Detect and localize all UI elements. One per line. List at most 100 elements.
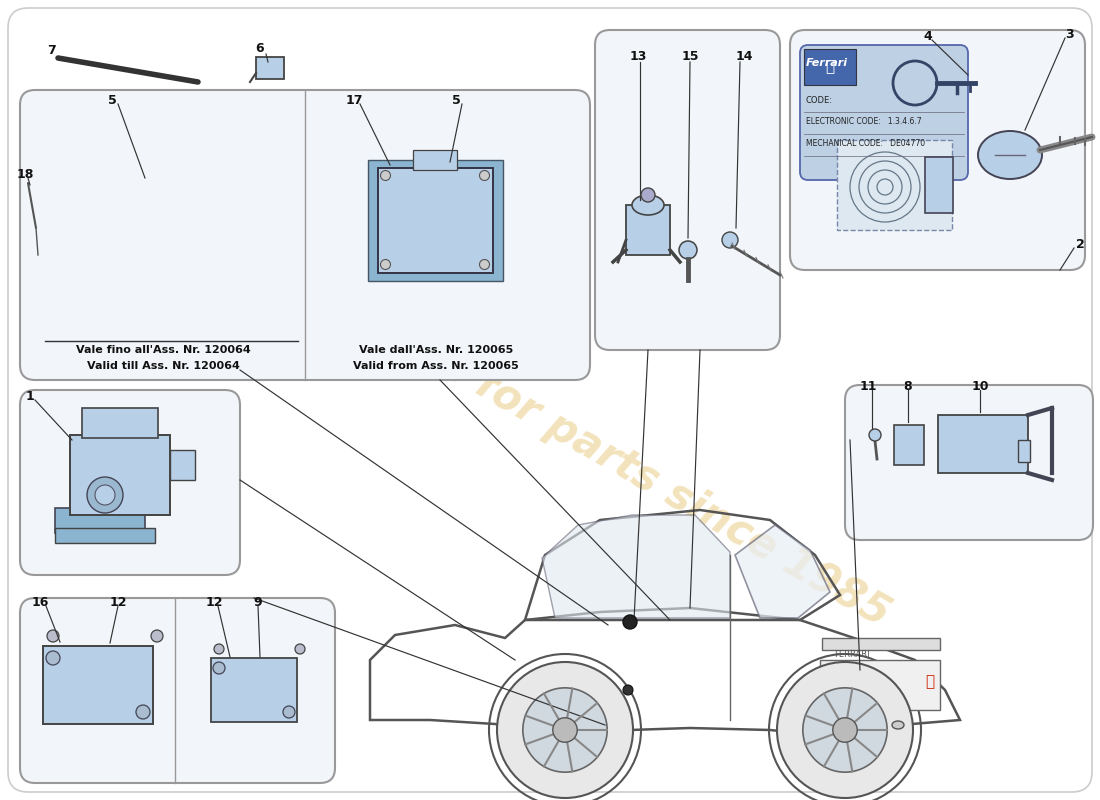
Bar — [179, 187, 219, 244]
Bar — [1018, 440, 1030, 462]
Polygon shape — [542, 515, 730, 618]
Text: 13: 13 — [629, 50, 647, 62]
Circle shape — [151, 630, 163, 642]
Circle shape — [480, 259, 490, 270]
Circle shape — [553, 718, 578, 742]
FancyBboxPatch shape — [845, 385, 1093, 540]
Bar — [894, 425, 924, 465]
Text: Valid till Ass. Nr. 120064: Valid till Ass. Nr. 120064 — [87, 361, 240, 371]
Circle shape — [623, 615, 637, 629]
Text: 5: 5 — [452, 94, 461, 106]
Text: 4: 4 — [924, 30, 933, 42]
Text: 12: 12 — [109, 595, 126, 609]
Circle shape — [497, 662, 632, 798]
Circle shape — [213, 662, 226, 674]
Circle shape — [480, 170, 490, 181]
Bar — [412, 150, 456, 170]
FancyBboxPatch shape — [595, 30, 780, 350]
Bar — [822, 638, 940, 650]
FancyBboxPatch shape — [20, 90, 590, 380]
Ellipse shape — [632, 195, 664, 215]
Circle shape — [833, 718, 857, 742]
Ellipse shape — [874, 721, 886, 729]
Bar — [367, 159, 503, 281]
Ellipse shape — [842, 721, 854, 729]
Circle shape — [214, 644, 224, 654]
Text: 🐴: 🐴 — [925, 674, 935, 690]
Bar — [97, 170, 239, 290]
Circle shape — [777, 662, 913, 798]
Circle shape — [295, 644, 305, 654]
Ellipse shape — [978, 131, 1042, 179]
Circle shape — [722, 232, 738, 248]
Circle shape — [803, 688, 888, 772]
Circle shape — [46, 651, 60, 665]
Circle shape — [95, 485, 116, 505]
Text: Vale dall'Ass. Nr. 120065: Vale dall'Ass. Nr. 120065 — [359, 345, 513, 355]
Ellipse shape — [824, 721, 836, 729]
FancyBboxPatch shape — [20, 598, 336, 783]
Text: Valid from Ass. Nr. 120065: Valid from Ass. Nr. 120065 — [353, 361, 519, 371]
Text: 15: 15 — [681, 50, 698, 62]
Text: MECHANICAL CODE:   DE04770: MECHANICAL CODE: DE04770 — [806, 139, 925, 148]
Bar — [211, 658, 297, 722]
Text: a passion for parts since 1985: a passion for parts since 1985 — [263, 245, 898, 635]
Text: 10: 10 — [971, 379, 989, 393]
Text: 8: 8 — [904, 379, 912, 393]
FancyBboxPatch shape — [790, 30, 1085, 270]
Text: ELECTRONIC CODE:   1.3.4.6.7: ELECTRONIC CODE: 1.3.4.6.7 — [806, 117, 922, 126]
Text: FERRARI: FERRARI — [834, 650, 870, 659]
Bar — [122, 206, 162, 262]
Bar — [820, 660, 940, 710]
Bar — [214, 185, 244, 220]
Circle shape — [623, 685, 632, 695]
Text: 18: 18 — [16, 167, 34, 181]
Bar — [170, 450, 195, 480]
Circle shape — [47, 630, 59, 642]
Bar — [925, 157, 953, 213]
Circle shape — [283, 706, 295, 718]
Bar — [70, 435, 170, 515]
Polygon shape — [735, 525, 830, 618]
Text: 7: 7 — [47, 43, 56, 57]
Text: 6: 6 — [255, 42, 264, 54]
Bar — [43, 646, 153, 724]
Text: 9: 9 — [254, 595, 262, 609]
Circle shape — [136, 705, 150, 719]
Bar — [804, 49, 856, 85]
Circle shape — [381, 170, 390, 181]
Bar — [172, 267, 194, 282]
Bar — [55, 528, 155, 543]
Text: Ferrari: Ferrari — [806, 58, 848, 68]
Text: 16: 16 — [31, 595, 48, 609]
Bar — [55, 508, 145, 533]
Circle shape — [381, 259, 390, 270]
Circle shape — [87, 477, 123, 513]
Bar — [837, 140, 952, 230]
Text: 5: 5 — [108, 94, 117, 106]
Text: 2: 2 — [1076, 238, 1085, 250]
Text: 14: 14 — [735, 50, 752, 62]
Text: 17: 17 — [345, 94, 363, 106]
Circle shape — [679, 241, 697, 259]
Bar — [938, 415, 1028, 473]
Text: 3: 3 — [1066, 27, 1075, 41]
Text: 12: 12 — [206, 595, 222, 609]
FancyBboxPatch shape — [8, 8, 1092, 792]
Circle shape — [641, 188, 654, 202]
Ellipse shape — [892, 721, 904, 729]
Circle shape — [522, 688, 607, 772]
Bar — [82, 408, 158, 438]
FancyBboxPatch shape — [20, 390, 240, 575]
Bar — [151, 197, 190, 254]
Bar — [377, 167, 493, 273]
FancyBboxPatch shape — [800, 45, 968, 180]
Text: Vale fino all'Ass. Nr. 120064: Vale fino all'Ass. Nr. 120064 — [76, 345, 251, 355]
Text: 11: 11 — [859, 379, 877, 393]
Text: 1: 1 — [25, 390, 34, 402]
Text: CODE:: CODE: — [806, 96, 833, 105]
Bar — [626, 205, 670, 255]
Circle shape — [869, 429, 881, 441]
Bar — [256, 57, 284, 79]
Text: 🐴: 🐴 — [825, 59, 835, 74]
